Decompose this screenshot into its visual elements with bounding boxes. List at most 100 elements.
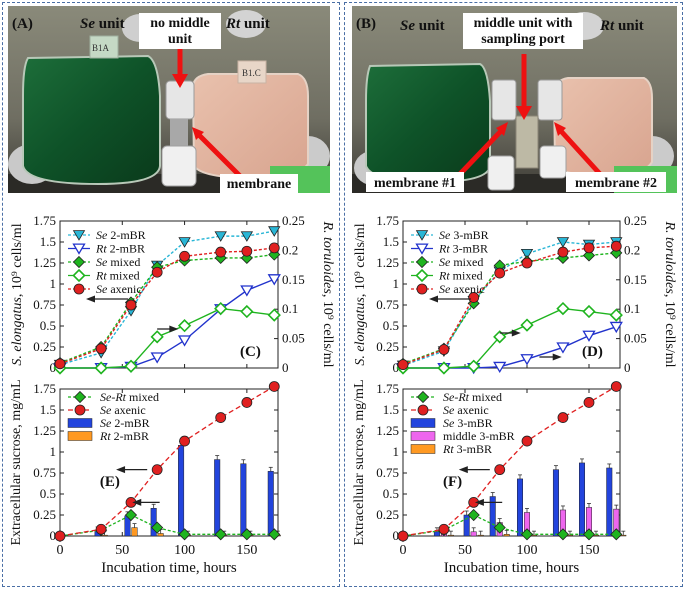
chart-e-bar-rt-2-mbr bbox=[131, 527, 138, 537]
photo-a-panel-letter: (A) bbox=[12, 16, 33, 32]
chart-e-point-se-rt-mixed bbox=[124, 508, 138, 522]
chart-e-point-se-axenic bbox=[215, 412, 227, 423]
chart-d-point-rt-mixed bbox=[609, 308, 623, 322]
chart-d-point-se-3-mbr bbox=[520, 248, 534, 260]
chart-c-point-se-2-mbr bbox=[214, 231, 227, 242]
chart-f-arrow-mixed-head bbox=[474, 498, 484, 506]
chart-d-ytick-left-label: 0.25 bbox=[376, 339, 399, 354]
chart-c-panel-letter: (C) bbox=[240, 344, 261, 360]
photo-a-rt-unit-label: Rt unit bbox=[225, 16, 270, 32]
chart-d-point-se-axenic bbox=[521, 257, 533, 269]
chart-e-point-se-axenic bbox=[268, 381, 280, 392]
photo-a-membrane-label-box bbox=[220, 174, 298, 193]
chart-d-point-rt-3-mbr bbox=[582, 330, 596, 342]
chart-d-ylabel-left: S. elongatus, 10⁹ cells/ml bbox=[353, 223, 368, 365]
chart-c-point-rt-2-mbr bbox=[267, 274, 281, 286]
chart-c-legend-label: Rt mixed bbox=[95, 269, 140, 283]
chart-f-panel-letter: (F) bbox=[443, 474, 462, 490]
chart-e-bar-se-2-mbr bbox=[267, 471, 274, 537]
chart-f-bar-se-3-mbr bbox=[433, 531, 440, 537]
chart-e-legend-marker bbox=[74, 404, 86, 416]
chart-d-point-se-axenic bbox=[610, 240, 622, 252]
photo-b-arrow-membrane-1 bbox=[458, 128, 504, 176]
chart-f-legend-marker bbox=[417, 404, 429, 416]
chart-d-point-rt-3-mbr bbox=[556, 342, 570, 354]
chart-e-point-se-axenic bbox=[241, 397, 253, 408]
chart-e-ytick-label: 0.5 bbox=[40, 486, 56, 501]
chart-d-legend-marker bbox=[416, 283, 428, 295]
chart-f-ytick-label: 0.5 bbox=[383, 486, 399, 501]
chart-c-point-rt-mixed bbox=[240, 304, 254, 319]
chart-c-ytick-right-label: 0.2 bbox=[282, 242, 298, 257]
chart-c-point-se-axenic bbox=[125, 299, 137, 311]
photo-a-tag-right: B1.C bbox=[242, 68, 261, 78]
chart-f-arrow-axenic-head bbox=[458, 466, 468, 474]
chart-f-bar-rt-3-mbr bbox=[503, 534, 510, 537]
chart-f-ytick-label: 0.25 bbox=[376, 507, 399, 522]
chart-f-line-se-axenic bbox=[402, 385, 617, 537]
chart-e-point-se-rt-mixed bbox=[240, 528, 253, 541]
chart-e-point-se-rt-mixed bbox=[214, 528, 227, 541]
chart-c-point-se-2-mbr bbox=[240, 231, 254, 242]
chart-e-ylabel: Extracellular sucrose, mg/mL bbox=[9, 380, 24, 546]
chart-d-line-se-3-mbr bbox=[402, 241, 617, 367]
chart-d-point-se-axenic bbox=[397, 359, 409, 371]
photo-b-arrow-membrane-2 bbox=[558, 128, 602, 176]
chart-c-line-se-2-mbr bbox=[59, 230, 275, 366]
chart-c-ytick-left-label: 1.75 bbox=[33, 213, 56, 228]
chart-d-ytick-right-label: 0.2 bbox=[624, 242, 640, 257]
chart-e-point-se-rt-mixed bbox=[178, 528, 191, 541]
photo-b-middle-label-1: middle unit with bbox=[474, 16, 573, 31]
chart-c-point-se-axenic bbox=[151, 266, 163, 278]
chart-c-ytick-left-label: 0.5 bbox=[40, 318, 56, 333]
chart-f-legend-marker bbox=[416, 390, 430, 404]
chart-e-xtick-label-50: 50 bbox=[115, 543, 129, 558]
chart-f-legend-swatch bbox=[410, 418, 436, 428]
chart-d-frame bbox=[402, 220, 621, 369]
chart-d-ytick-left-label: 1.75 bbox=[376, 213, 399, 228]
chart-c-point-rt-2-mbr bbox=[240, 285, 254, 297]
chart-f-point-se-axenic bbox=[610, 381, 622, 392]
chart-d-panel-letter: (D) bbox=[582, 344, 603, 360]
chart-f-bar-rt-3-mbr bbox=[477, 534, 484, 537]
chart-d-legend-label: Se mixed bbox=[439, 255, 483, 269]
chart-e-bar-se-2-mbr bbox=[214, 459, 221, 537]
chart-c-ytick-right-label: 0.15 bbox=[282, 272, 305, 287]
chart-f-point-se-axenic bbox=[494, 464, 506, 476]
chart-e-ytick-label: 1 bbox=[50, 444, 57, 459]
photo-a-middle-label-box bbox=[139, 13, 221, 49]
chart-d-point-se-mixed bbox=[582, 249, 596, 262]
chart-d-ytick-right-label: 0.25 bbox=[624, 213, 647, 228]
chart-e-bar-rt-2-mbr bbox=[157, 533, 164, 537]
chart-c-legend-marker bbox=[72, 268, 86, 283]
chart-d-point-se-3-mbr bbox=[556, 237, 570, 248]
chart-f-ytick-label: 0 bbox=[393, 528, 400, 543]
chart-c-arrow-left-axis-head bbox=[86, 295, 95, 303]
chart-d-legend-label: Rt 3-mBR bbox=[438, 242, 488, 256]
chart-f-bar-middle-3-mbr bbox=[470, 531, 477, 537]
chart-e-point-se-rt-mixed bbox=[268, 528, 281, 541]
chart-d-point-rt-3-mbr bbox=[609, 321, 623, 334]
chart-f-ylabel: Extracellular sucrose, mg/mL bbox=[352, 380, 367, 546]
chart-e-point-se-rt-mixed bbox=[151, 521, 164, 534]
photo-a-tag-left: B1A bbox=[92, 43, 110, 53]
left-figure-frame bbox=[2, 2, 340, 587]
chart-c-legend-marker bbox=[73, 283, 85, 295]
chart-d-ytick-right-label: 0.15 bbox=[624, 272, 647, 287]
chart-c-ytick-left-label: 1.5 bbox=[40, 234, 56, 249]
chart-f-point-se-axenic bbox=[557, 412, 569, 423]
photo-b-rt-unit-label: Rt unit bbox=[599, 18, 644, 34]
chart-c-ytick-right-label: 0.05 bbox=[282, 331, 305, 346]
chart-e-legend-label: Rt 2-mBR bbox=[99, 429, 149, 443]
chart-f-point-se-rt-mixed bbox=[493, 521, 506, 534]
photo-a-middle-label-1: no middle bbox=[150, 16, 210, 31]
chart-f-ytick-label: 1.5 bbox=[383, 402, 399, 417]
chart-c-point-se-axenic bbox=[179, 250, 190, 262]
chart-f-point-se-rt-mixed bbox=[556, 528, 570, 541]
chart-f-point-se-axenic bbox=[438, 523, 450, 535]
photo-b-panel-letter: (B) bbox=[356, 16, 376, 32]
chart-d-point-se-axenic bbox=[494, 267, 506, 279]
chart-d-point-rt-mixed bbox=[520, 318, 534, 332]
chart-e-arrow-mixed-head bbox=[132, 498, 142, 506]
chart-c-point-se-axenic bbox=[54, 358, 66, 370]
